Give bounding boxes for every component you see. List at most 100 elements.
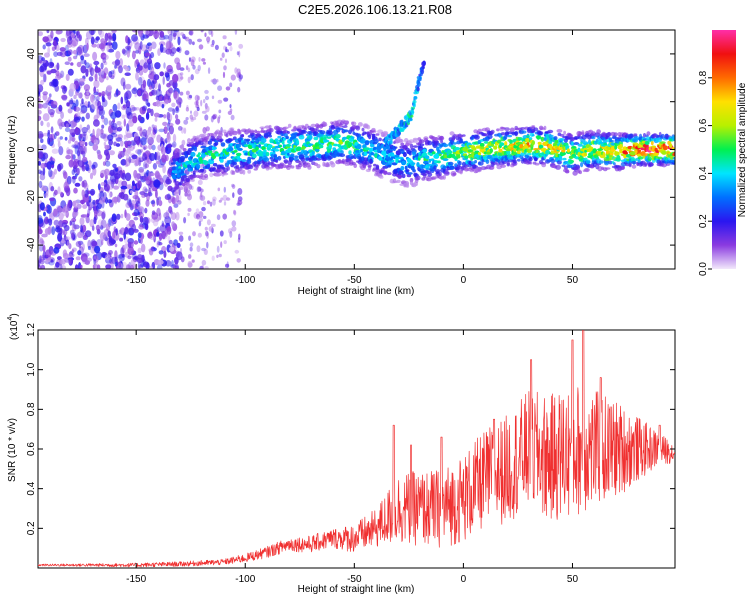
ridge-cell xyxy=(302,150,309,155)
noise-cell xyxy=(222,213,227,220)
noise-cell xyxy=(175,118,181,125)
x-tick-label: 0 xyxy=(461,574,467,585)
noise-cell xyxy=(134,189,139,198)
noise-cell xyxy=(152,163,157,170)
noise-cell xyxy=(171,259,174,267)
noise-cell xyxy=(93,258,97,265)
ridge-cell xyxy=(402,152,407,158)
noise-cell xyxy=(169,30,173,36)
noise-cell xyxy=(75,99,79,107)
noise-cell xyxy=(185,90,190,96)
ridge-cell xyxy=(202,133,207,137)
noise-cell xyxy=(167,107,174,112)
noise-cell xyxy=(45,42,52,47)
noise-cell xyxy=(96,210,103,217)
ridge-cell xyxy=(489,148,493,154)
noise-cell xyxy=(149,153,156,161)
ridge-cell xyxy=(458,161,462,166)
ridge-cell xyxy=(637,159,641,164)
noise-cell xyxy=(92,51,98,61)
noise-cell xyxy=(84,260,91,265)
noise-cell xyxy=(147,136,154,146)
noise-cell xyxy=(190,74,194,81)
noise-cell xyxy=(162,164,166,174)
noise-cell xyxy=(59,136,63,140)
noise-cell xyxy=(87,208,91,217)
noise-cell xyxy=(161,230,166,240)
ridge-cell xyxy=(537,141,542,145)
noise-cell xyxy=(89,30,96,36)
noise-cell xyxy=(91,240,98,247)
noise-cell xyxy=(103,72,107,79)
noise-cell xyxy=(196,106,200,112)
ridge-cell xyxy=(629,133,634,139)
noise-cell xyxy=(75,126,79,134)
x-tick-label: 50 xyxy=(567,275,579,286)
noise-cell xyxy=(103,183,110,192)
noise-cell xyxy=(201,206,206,212)
noise-cell xyxy=(67,108,73,114)
noise-cell xyxy=(125,132,129,141)
noise-cell xyxy=(112,231,116,240)
noise-cell xyxy=(137,197,141,204)
y-tick-label: 0.6 xyxy=(26,442,37,456)
noise-cell xyxy=(79,91,83,100)
ridge-cell xyxy=(326,162,330,167)
ridge-cell xyxy=(409,143,414,149)
noise-cell xyxy=(220,197,224,201)
ridge-cell xyxy=(298,160,302,165)
noise-cell xyxy=(111,61,119,66)
noise-cell xyxy=(185,107,189,112)
noise-cell xyxy=(127,37,131,46)
noise-cell xyxy=(223,240,227,245)
ridge-cell xyxy=(659,141,666,145)
snr-multiplier-close: ) xyxy=(9,313,20,316)
noise-cell xyxy=(115,228,118,236)
noise-cell xyxy=(161,220,164,227)
noise-cell xyxy=(65,73,70,81)
ridge-cell xyxy=(550,150,555,154)
ridge-cell xyxy=(273,154,278,158)
noise-cell xyxy=(104,149,109,156)
ridge-cell xyxy=(190,151,196,157)
ridge-cell xyxy=(238,129,242,135)
ridge-cell xyxy=(227,138,234,142)
noise-cell xyxy=(120,96,124,105)
noise-cell xyxy=(232,192,235,199)
ridge-cell xyxy=(442,175,447,180)
ridge-cell xyxy=(670,156,674,160)
noise-cell xyxy=(47,137,51,145)
ridge-cell xyxy=(307,165,312,170)
noise-cell xyxy=(146,58,153,65)
ridge-cell xyxy=(335,134,341,139)
noise-cell xyxy=(86,42,89,51)
ridge-cell xyxy=(653,133,657,138)
noise-cell xyxy=(204,32,207,38)
ridge-cell xyxy=(573,142,580,145)
noise-cell xyxy=(189,242,194,247)
noise-cell xyxy=(89,63,93,73)
noise-cell xyxy=(134,93,137,98)
noise-cell xyxy=(114,256,118,264)
ridge-cell xyxy=(398,139,404,144)
noise-cell xyxy=(156,134,162,143)
noise-cell xyxy=(50,186,55,192)
noise-cell xyxy=(141,193,146,198)
noise-cell xyxy=(97,202,102,210)
noise-cell xyxy=(77,145,84,155)
noise-cell xyxy=(223,201,227,206)
noise-cell xyxy=(170,30,178,37)
noise-cell xyxy=(166,111,171,121)
noise-cell xyxy=(135,149,142,155)
ridge-cell xyxy=(186,183,192,188)
ridge-cell xyxy=(578,170,582,175)
ridge-cell xyxy=(274,138,279,143)
noise-cell xyxy=(92,167,97,176)
noise-cell xyxy=(208,30,213,35)
noise-cell xyxy=(84,101,88,107)
noise-cell xyxy=(93,139,99,145)
ridge-cell xyxy=(373,130,377,133)
ridge-cell xyxy=(643,133,646,138)
noise-cell xyxy=(140,137,147,146)
noise-cell xyxy=(147,78,151,87)
